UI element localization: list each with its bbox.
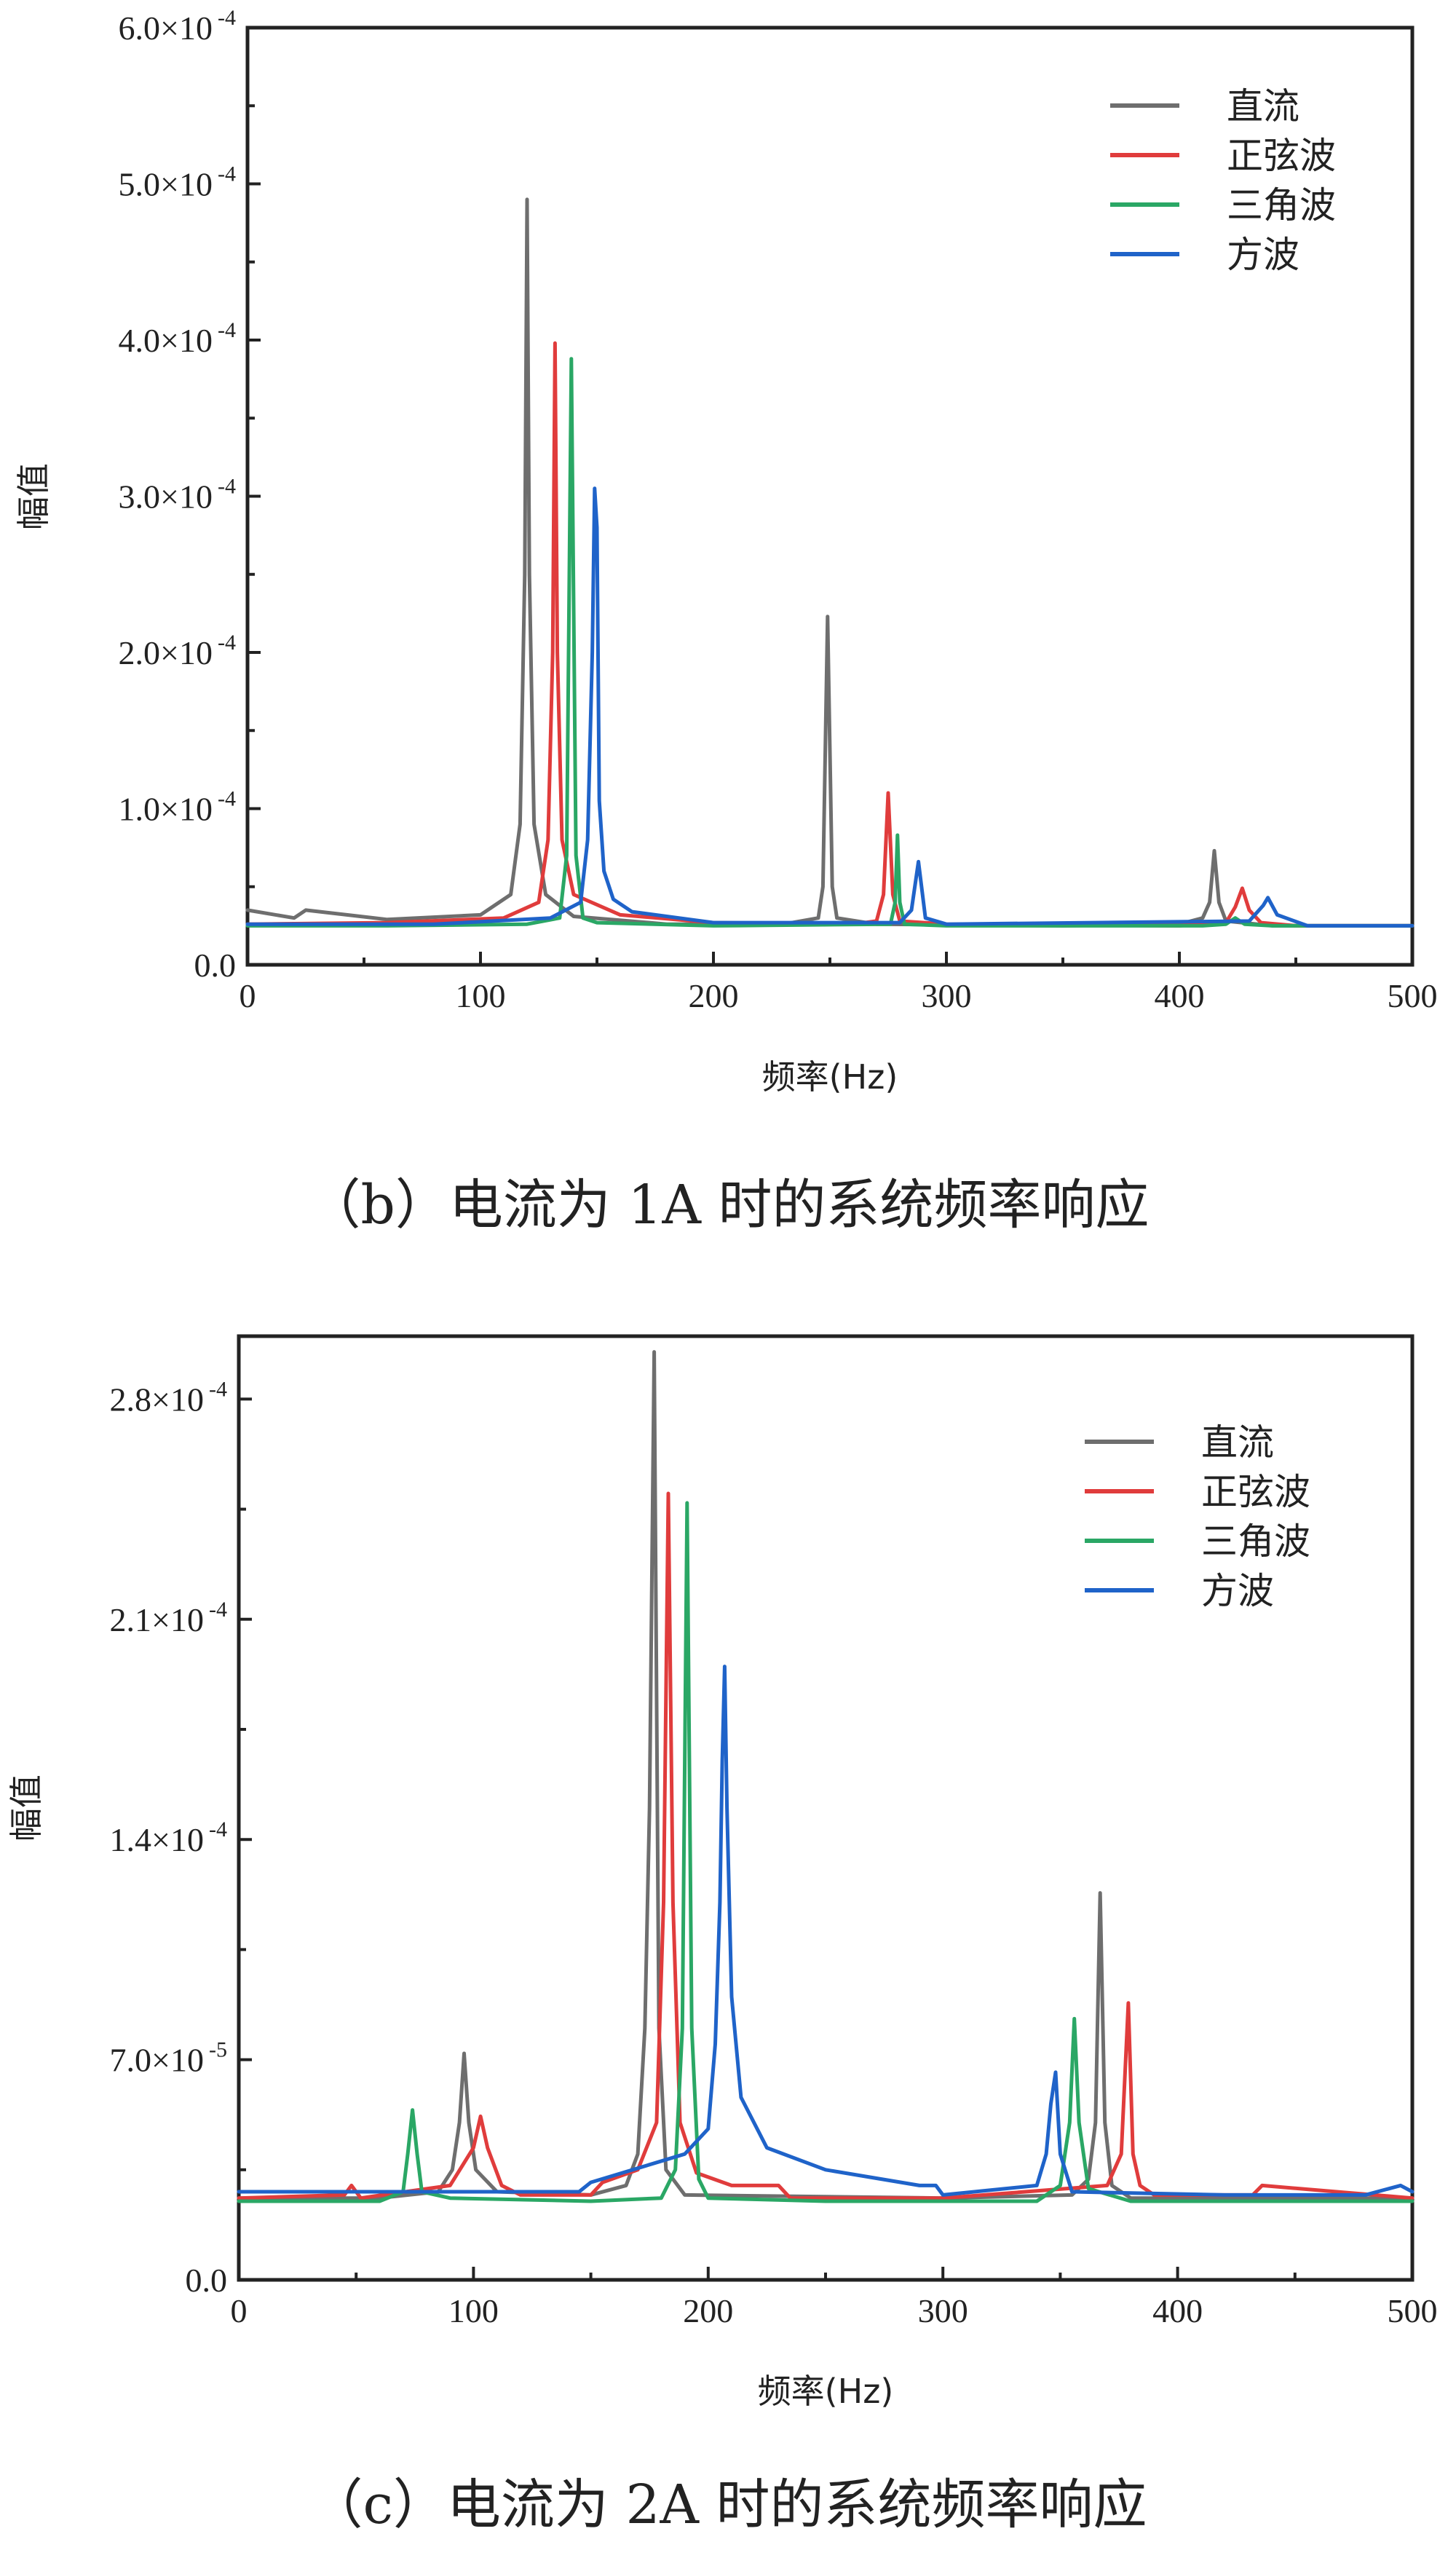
y-tick-exponent: -4 bbox=[218, 787, 236, 811]
y-tick-label: 2.1×10 bbox=[110, 1601, 204, 1638]
legend-label-sine: 正弦波 bbox=[1201, 1471, 1310, 1513]
x-tick-label: 200 bbox=[683, 2292, 733, 2329]
y-tick-label: 2.0×10 bbox=[119, 634, 213, 671]
x-tick-label: 500 bbox=[1388, 977, 1438, 1014]
y-tick-label: 2.8×10 bbox=[110, 1381, 204, 1418]
chart-1a-frequency-response: 0 100 200 300 400 5000.0-41.0×10-42.0×10-43.0… bbox=[14, 6, 1438, 1097]
x-tick-label: 300 bbox=[918, 2292, 968, 2329]
y-tick-exponent: -4 bbox=[218, 162, 236, 186]
series-line-square bbox=[245, 486, 1415, 928]
y-tick-exponent: -4 bbox=[218, 631, 236, 655]
y-tick-exponent: -4 bbox=[209, 1377, 227, 1401]
y-tick-exponent: -4 bbox=[209, 1817, 227, 1842]
y-tick-label: 3.0×10 bbox=[119, 478, 213, 516]
legend-label-sine: 正弦波 bbox=[1227, 135, 1336, 177]
y-tick-label: 6.0×10 bbox=[119, 9, 213, 47]
series-line-triangle bbox=[237, 1501, 1415, 2203]
caption-2a: （c）电流为 2A 时的系统频率响应 bbox=[309, 2474, 1147, 2536]
y-tick-label: 0.0 bbox=[194, 947, 237, 984]
y-tick-exponent: -4 bbox=[218, 475, 236, 499]
legend-label-square: 方波 bbox=[1201, 1570, 1274, 1612]
legend-label-dc: 直流 bbox=[1227, 85, 1299, 127]
legend-label-dc: 直流 bbox=[1201, 1421, 1274, 1464]
y-tick-exponent: -5 bbox=[209, 2038, 227, 2062]
legend-label-triangle: 三角波 bbox=[1201, 1520, 1310, 1563]
y-axis-title: 幅值 bbox=[14, 463, 53, 530]
x-tick-label: 500 bbox=[1388, 2292, 1438, 2329]
x-tick-label: 0 bbox=[240, 977, 256, 1014]
x-tick-label: 300 bbox=[922, 977, 972, 1014]
y-tick-label: 4.0×10 bbox=[119, 322, 213, 359]
x-tick-label: 200 bbox=[689, 977, 739, 1014]
x-tick-label: 400 bbox=[1155, 977, 1205, 1014]
y-tick-label: 7.0×10 bbox=[110, 2042, 204, 2079]
series-line-dc bbox=[245, 197, 1415, 928]
y-tick-label: 0.0 bbox=[186, 2262, 228, 2299]
legend-label-square: 方波 bbox=[1227, 234, 1299, 276]
y-tick-exponent: -4 bbox=[218, 6, 236, 30]
y-tick-label: 1.0×10 bbox=[119, 791, 213, 828]
y-axis-title: 幅值 bbox=[7, 1775, 46, 1842]
series-line-sine bbox=[237, 1491, 1415, 2200]
caption-1a: （b）电流为 1A 时的系统频率响应 bbox=[307, 1174, 1150, 1236]
chart-2a-frequency-response: 0 100 200 300 400 5000.0-57.0×10-41.4×10-42.1… bbox=[7, 1334, 1438, 2411]
y-tick-exponent: -4 bbox=[209, 1598, 227, 1622]
y-tick-label: 1.4×10 bbox=[110, 1821, 204, 1858]
series-line-square bbox=[237, 1665, 1415, 2197]
legend-label-triangle: 三角波 bbox=[1227, 184, 1336, 226]
y-tick-label: 5.0×10 bbox=[119, 166, 213, 203]
x-axis-title: 频率(Hz) bbox=[762, 1057, 898, 1097]
x-tick-label: 400 bbox=[1152, 2292, 1203, 2329]
y-tick-exponent: -4 bbox=[218, 318, 236, 342]
x-tick-label: 100 bbox=[448, 2292, 499, 2329]
x-axis-title: 频率(Hz) bbox=[758, 2372, 894, 2411]
x-tick-label: 100 bbox=[456, 977, 506, 1014]
x-tick-label: 0 bbox=[231, 2292, 248, 2329]
series-line-dc bbox=[237, 1350, 1415, 2200]
